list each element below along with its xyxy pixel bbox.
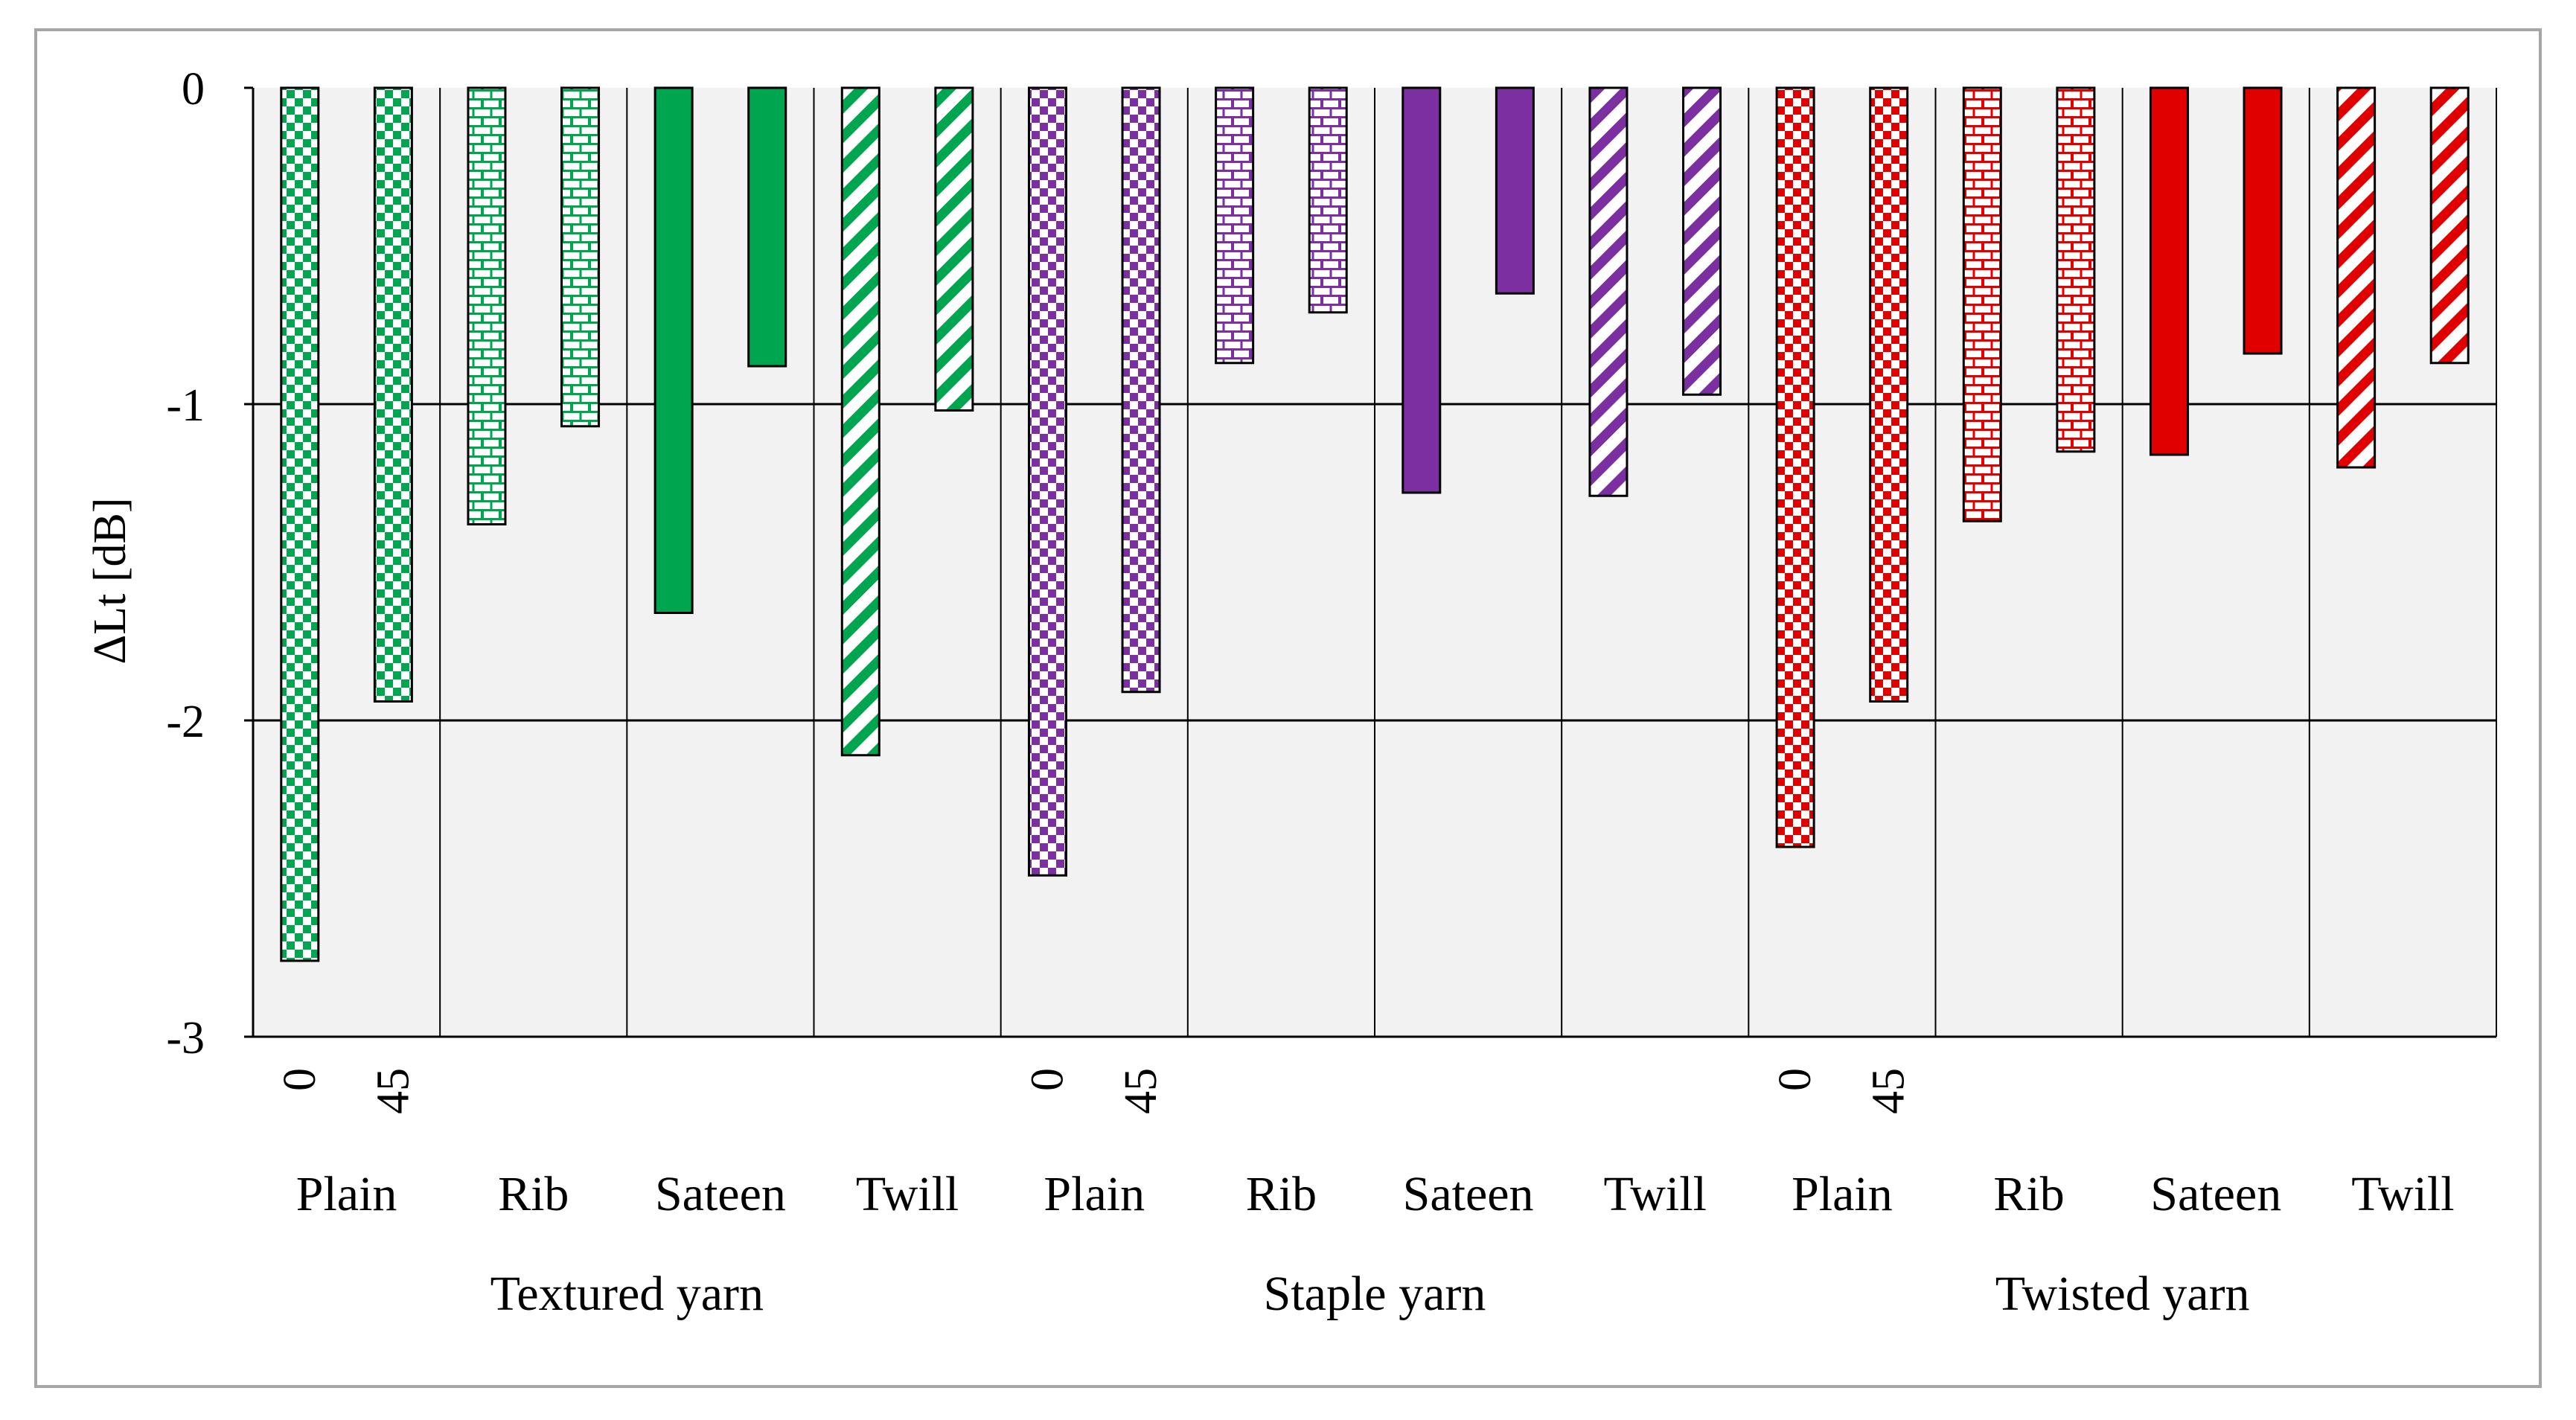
bar [1402,87,1441,493]
bar-outline [2429,86,2470,365]
category-label: Twill [856,1167,959,1221]
bar [1122,87,1161,693]
category-label: Twill [2351,1167,2454,1221]
bar [2336,87,2376,468]
category-label: Sateen [1403,1167,1534,1221]
category-label: Rib [498,1167,569,1221]
bar [654,87,694,614]
bar-outline [560,86,601,428]
bar [934,87,974,412]
y-tick-label: -3 [166,1013,205,1064]
bar [1588,87,1628,497]
group-label: Textured yarn [490,1267,764,1321]
bar-outline [1962,86,2002,522]
category-label: Plain [1043,1167,1145,1221]
angle-tick-label: 45 [1116,1068,1166,1114]
bar-outline [1215,86,1255,365]
bar [1215,87,1254,364]
angle-tick-label: 45 [1864,1068,1914,1114]
bar [2150,87,2189,455]
bar-outline [2243,86,2283,355]
category-label: Twill [1604,1167,1707,1221]
bar [2056,87,2095,452]
angle-tick-label: 0 [275,1068,325,1091]
bar-outline [2056,86,2096,453]
angle-tick-label: 45 [368,1068,418,1114]
category-label: Rib [1993,1167,2064,1221]
category-label: Sateen [655,1167,786,1221]
bar-outline [747,86,787,368]
bar [1308,87,1348,313]
bar [467,87,506,525]
y-axis-title: ΔLt [dB] [85,497,135,664]
bar-outline [373,86,413,703]
bar-outline [1495,86,1535,295]
angle-tick-label: 0 [1022,1068,1073,1091]
bar [1028,87,1067,877]
axes [244,86,2497,1038]
bar-outline [1775,86,1815,848]
category-label: Sateen [2150,1167,2281,1221]
bar [1963,87,2002,522]
bar-outline [1402,86,1442,494]
bar-outline [2149,86,2189,456]
bar-outline [2336,86,2377,469]
bar-outline [1588,86,1629,497]
bar [841,87,880,756]
group-label: Staple yarn [1264,1267,1486,1321]
y-tick-label: -2 [166,697,205,747]
bar [280,87,319,962]
bar [374,87,413,703]
bar-outline [934,86,974,412]
labels: 0 -1 -2 -3 ΔLt [dB] 0 45 0 45 0 45 Plain Rib Sateen Tw… [85,64,2455,1321]
bar-outline [1121,86,1161,694]
bar-outline [1682,86,1722,396]
category-label: Plain [1792,1167,1893,1221]
angle-tick-label: 0 [1770,1068,1821,1091]
bar-outline [1308,86,1348,314]
bar-outline [280,86,320,962]
bar-outline [840,86,880,757]
category-label: Plain [296,1167,397,1221]
y-tick-label: 0 [182,64,205,115]
bar-outline [1869,86,1909,703]
bar [2430,87,2470,364]
bar [1682,87,1722,396]
group-label: Twisted yarn [1995,1267,2250,1321]
bar [2243,87,2283,354]
bar [1495,87,1535,295]
bar [1869,87,1908,703]
category-label: Rib [1246,1167,1317,1221]
bar-outline [467,86,507,525]
bar [747,87,787,367]
bar [560,87,600,427]
bars [280,86,2470,962]
bar-outline [653,86,694,614]
bar [1776,87,1815,848]
bar-outline [1027,86,1067,877]
y-tick-label: -1 [166,380,205,431]
